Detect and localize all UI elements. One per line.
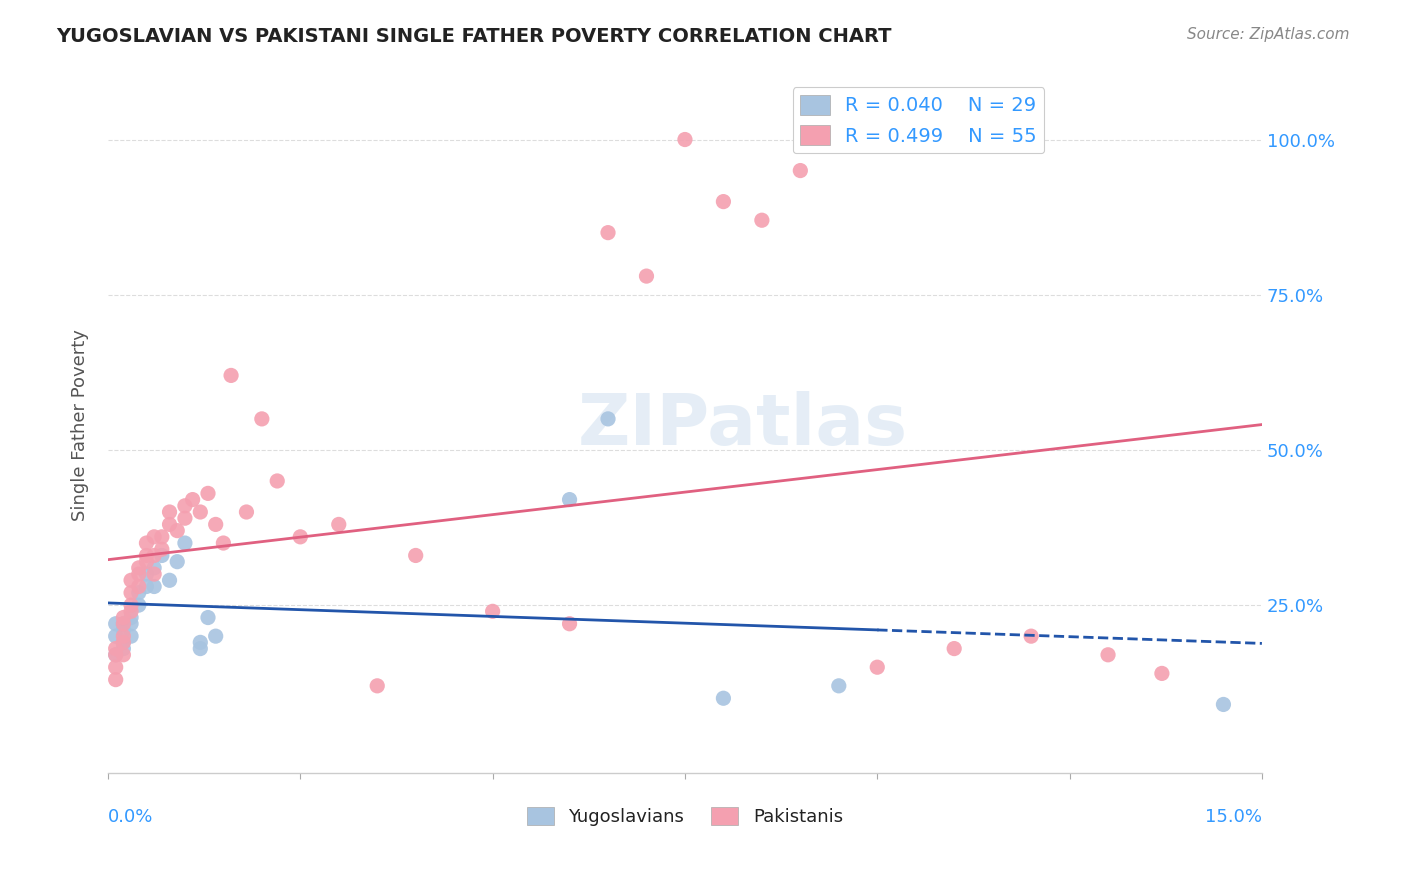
Point — [188, 635, 211, 649]
Point — [166, 555, 188, 569]
Point — [166, 524, 188, 538]
Point — [112, 635, 135, 649]
Point — [751, 213, 773, 227]
Point — [159, 574, 181, 588]
Point — [128, 580, 150, 594]
Point — [112, 623, 135, 637]
Point — [1212, 698, 1234, 712]
Point — [159, 517, 181, 532]
Point — [828, 679, 851, 693]
Point — [673, 132, 696, 146]
Point — [143, 530, 166, 544]
Point — [120, 629, 142, 643]
Point — [181, 492, 204, 507]
Point — [120, 610, 142, 624]
Text: YUGOSLAVIAN VS PAKISTANI SINGLE FATHER POVERTY CORRELATION CHART: YUGOSLAVIAN VS PAKISTANI SINGLE FATHER P… — [56, 27, 891, 45]
Point — [219, 368, 242, 383]
Point — [866, 660, 889, 674]
Point — [596, 226, 619, 240]
Point — [405, 549, 427, 563]
Point — [204, 517, 226, 532]
Point — [1019, 629, 1042, 643]
Point — [713, 194, 735, 209]
Point — [104, 616, 127, 631]
Point — [235, 505, 257, 519]
Point — [143, 580, 166, 594]
Point — [112, 648, 135, 662]
Point — [212, 536, 235, 550]
Point — [143, 567, 166, 582]
Point — [150, 530, 173, 544]
Point — [120, 598, 142, 612]
Point — [188, 641, 211, 656]
Point — [135, 580, 157, 594]
Point — [596, 412, 619, 426]
Point — [112, 629, 135, 643]
Point — [135, 549, 157, 563]
Point — [104, 660, 127, 674]
Point — [481, 604, 503, 618]
Text: Source: ZipAtlas.com: Source: ZipAtlas.com — [1187, 27, 1350, 42]
Text: ZIPatlas: ZIPatlas — [578, 391, 908, 459]
Point — [143, 561, 166, 575]
Point — [150, 549, 173, 563]
Point — [713, 691, 735, 706]
Point — [135, 555, 157, 569]
Point — [558, 616, 581, 631]
Point — [558, 492, 581, 507]
Point — [266, 474, 288, 488]
Point — [328, 517, 350, 532]
Legend: Yugoslavians, Pakistanis: Yugoslavians, Pakistanis — [520, 799, 851, 833]
Point — [636, 269, 658, 284]
Point — [789, 163, 811, 178]
Y-axis label: Single Father Poverty: Single Father Poverty — [72, 329, 89, 521]
Point — [120, 585, 142, 599]
Point — [104, 648, 127, 662]
Point — [188, 505, 211, 519]
Point — [174, 536, 197, 550]
Point — [104, 673, 127, 687]
Point — [204, 629, 226, 643]
Point — [197, 610, 219, 624]
Point — [943, 641, 966, 656]
Point — [104, 641, 127, 656]
Point — [104, 629, 127, 643]
Point — [197, 486, 219, 500]
Point — [366, 679, 388, 693]
Point — [1150, 666, 1173, 681]
Point — [135, 536, 157, 550]
Text: 15.0%: 15.0% — [1205, 807, 1263, 825]
Point — [143, 549, 166, 563]
Point — [250, 412, 273, 426]
Point — [112, 616, 135, 631]
Point — [150, 542, 173, 557]
Point — [112, 641, 135, 656]
Point — [174, 511, 197, 525]
Point — [128, 567, 150, 582]
Text: 0.0%: 0.0% — [108, 807, 153, 825]
Point — [128, 598, 150, 612]
Point — [290, 530, 312, 544]
Point — [120, 604, 142, 618]
Point — [120, 616, 142, 631]
Point — [135, 567, 157, 582]
Point — [104, 648, 127, 662]
Point — [128, 585, 150, 599]
Point — [112, 616, 135, 631]
Point — [112, 635, 135, 649]
Point — [128, 561, 150, 575]
Point — [1097, 648, 1119, 662]
Point — [120, 574, 142, 588]
Point — [112, 610, 135, 624]
Point — [174, 499, 197, 513]
Point — [159, 505, 181, 519]
